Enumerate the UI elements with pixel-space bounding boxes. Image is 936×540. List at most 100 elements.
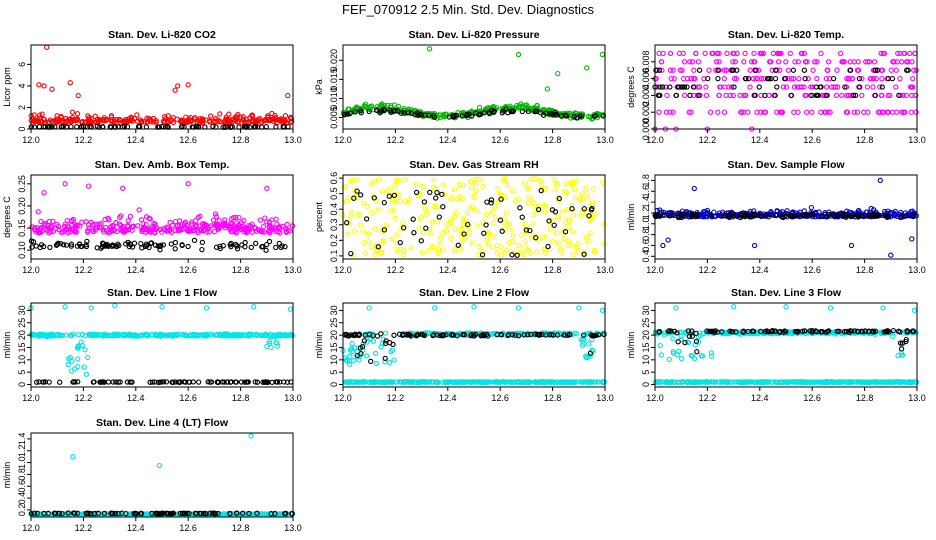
- data-point: [790, 209, 796, 215]
- x-tick-label: 12.4: [439, 135, 457, 145]
- data-point: [880, 305, 886, 311]
- data-point: [142, 119, 148, 125]
- data-point: [751, 92, 758, 99]
- data-point: [433, 195, 439, 201]
- data-point: [212, 222, 219, 229]
- data-point: [680, 75, 687, 82]
- data-point: [360, 239, 367, 246]
- data-point: [664, 92, 670, 99]
- data-point: [556, 214, 562, 220]
- data-point: [125, 218, 131, 224]
- data-point: [213, 214, 219, 220]
- data-point: [498, 252, 505, 258]
- x-tick-label: 12.8: [232, 135, 250, 145]
- data-point: [696, 92, 702, 99]
- data-point: [466, 205, 473, 211]
- data-point: [879, 84, 885, 90]
- data-point: [577, 197, 583, 203]
- data-point: [522, 238, 529, 245]
- data-point: [663, 109, 670, 115]
- data-point: [449, 194, 455, 200]
- data-point: [731, 75, 738, 82]
- x-tick-label: 12.0: [334, 393, 352, 403]
- data-point: [910, 213, 916, 219]
- data-point: [591, 249, 598, 255]
- data-point: [566, 224, 572, 230]
- data-point: [391, 192, 398, 199]
- panel-title: Stan. Dev. Li-820 Temp.: [728, 29, 844, 41]
- x-tick-label: 12.8: [856, 265, 874, 275]
- y-tick-label: 0: [17, 382, 27, 387]
- data-point: [715, 109, 721, 115]
- data-point: [533, 235, 539, 241]
- data-point: [499, 228, 505, 234]
- data-point: [913, 109, 919, 115]
- data-point: [859, 92, 865, 99]
- data-point: [734, 50, 740, 57]
- data-point: [172, 218, 179, 225]
- data-point: [891, 211, 897, 218]
- y-tick-label: 30: [641, 305, 651, 315]
- data-point: [544, 86, 551, 92]
- data-point: [902, 210, 909, 216]
- y-axis-label: degrees C: [626, 66, 636, 108]
- data-point: [528, 197, 535, 203]
- data-point: [827, 305, 834, 311]
- data-point: [246, 119, 252, 126]
- y-axis-label: degrees C: [2, 196, 12, 238]
- data-point: [50, 228, 57, 235]
- data-point: [783, 304, 789, 310]
- data-point: [88, 305, 94, 311]
- data-point: [530, 212, 536, 218]
- data-point: [751, 59, 758, 65]
- data-point: [41, 83, 47, 89]
- data-point: [536, 204, 542, 210]
- data-point: [706, 67, 712, 73]
- data-point: [808, 211, 815, 217]
- y-tick-label: 2: [17, 105, 27, 110]
- data-point: [70, 454, 76, 460]
- data-point: [350, 252, 357, 258]
- data-point: [75, 379, 81, 385]
- y-tick-label: 10: [641, 355, 651, 365]
- data-point: [453, 209, 459, 216]
- data-point: [584, 65, 590, 71]
- data-point: [203, 305, 210, 311]
- data-point: [217, 243, 223, 249]
- data-point: [386, 359, 393, 366]
- data-point: [349, 177, 356, 184]
- data-point: [486, 229, 492, 236]
- data-point: [687, 92, 693, 99]
- data-point: [588, 207, 595, 213]
- data-point: [743, 212, 750, 219]
- data-point: [454, 196, 460, 202]
- y-axis-label: ml/min: [314, 332, 324, 359]
- data-point: [62, 304, 68, 310]
- data-point: [369, 210, 375, 216]
- data-point: [241, 218, 247, 224]
- data-point: [36, 112, 43, 118]
- data-point: [907, 50, 913, 57]
- data-point: [879, 109, 885, 115]
- data-point: [593, 112, 599, 119]
- data-point: [35, 117, 41, 124]
- data-point: [691, 67, 697, 73]
- data-point: [418, 214, 425, 220]
- data-point: [516, 105, 522, 111]
- data-point: [263, 247, 269, 253]
- data-point: [260, 243, 266, 250]
- data-point: [681, 59, 688, 65]
- data-point: [108, 114, 115, 120]
- data-point: [283, 229, 290, 235]
- x-tick-label: 12.0: [22, 265, 40, 275]
- data-point: [348, 213, 354, 219]
- data-point: [210, 217, 217, 223]
- data-point: [667, 109, 673, 115]
- data-point: [179, 226, 185, 233]
- x-tick-label: 12.0: [22, 393, 40, 403]
- plot-frame: [654, 302, 918, 388]
- data-point: [514, 252, 520, 258]
- data-point: [572, 195, 579, 201]
- data-point: [100, 240, 106, 246]
